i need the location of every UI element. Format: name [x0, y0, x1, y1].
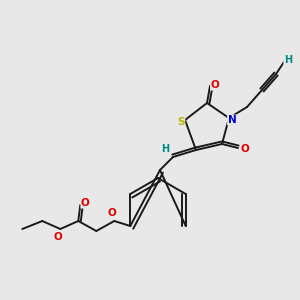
Text: O: O [211, 80, 219, 90]
Text: O: O [81, 198, 90, 208]
Text: O: O [54, 232, 63, 242]
Text: H: H [284, 55, 292, 65]
Text: O: O [108, 208, 117, 218]
Text: H: H [161, 144, 169, 154]
Text: N: N [228, 115, 236, 125]
Text: O: O [241, 144, 249, 154]
Text: S: S [177, 117, 185, 127]
